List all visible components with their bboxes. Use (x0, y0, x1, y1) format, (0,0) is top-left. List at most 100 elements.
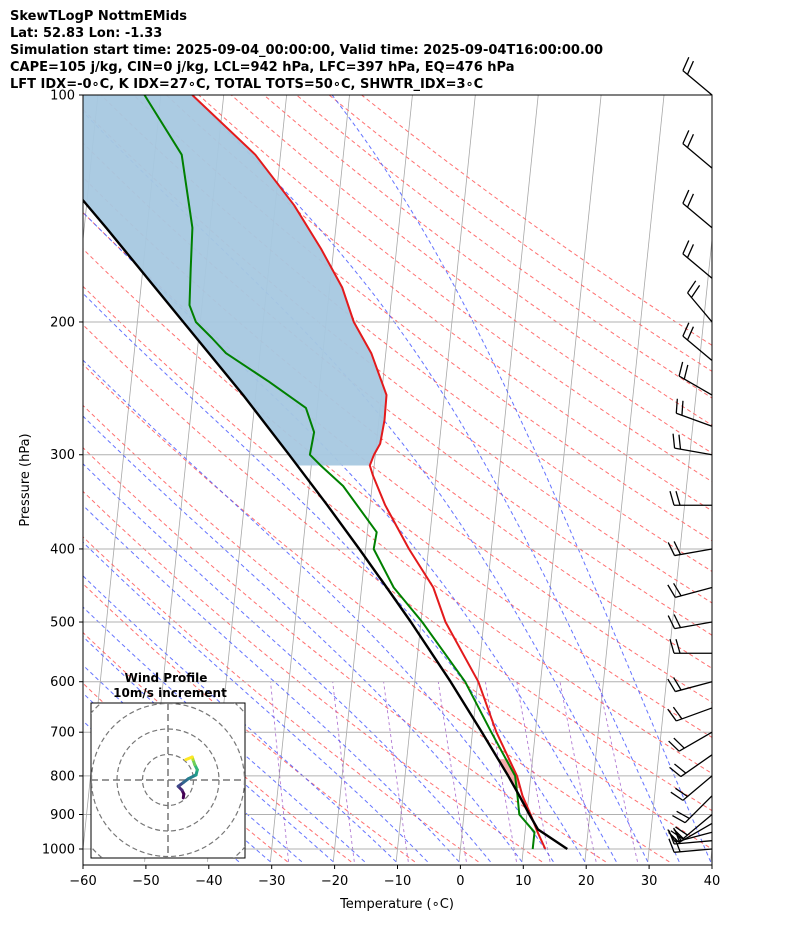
y-tick-label: 800 (50, 769, 75, 784)
wind-barb-flag (669, 639, 675, 654)
profiles (83, 95, 568, 850)
y-tick-label: 200 (50, 315, 75, 330)
y-axis-label: Pressure (hPa) (18, 433, 33, 526)
wind-barb-flag (690, 285, 701, 298)
wind-barb-flag (686, 133, 695, 148)
wind-barb-shaft (682, 253, 713, 279)
dry-adiabat-line (165, 95, 712, 512)
wind-barb-shaft (676, 412, 713, 427)
wind-barb (668, 837, 713, 853)
title-line-station: SkewTLogP NottmEMids (10, 9, 188, 24)
x-tick-label: −10 (384, 874, 411, 889)
wind-barb-flag (673, 677, 682, 691)
mixing-ratio-line (270, 681, 290, 862)
wind-barb-shaft (687, 292, 713, 323)
x-tick-label: −30 (258, 874, 285, 889)
dry-adiabat-line (83, 631, 352, 863)
x-axis-label: Temperature (∘C) (339, 897, 454, 912)
wind-barb-flag (667, 708, 677, 722)
moist-adiabat-line (83, 606, 366, 863)
x-tick-label: 20 (578, 874, 595, 889)
wind-barb (670, 775, 713, 801)
wind-barb-flag (682, 57, 690, 71)
moist-adiabat-line (83, 111, 649, 863)
background-lines (83, 95, 794, 863)
mixing-ratio-line (516, 681, 551, 862)
dry-adiabat-line (83, 404, 670, 863)
wind-barb-flag (667, 542, 676, 556)
isotherm-line (521, 95, 602, 862)
mixing-ratio-line (332, 681, 355, 862)
wind-barb (682, 189, 713, 229)
wind-barb (669, 491, 712, 506)
y-axis-ticks: 1000 900 800 700 600 500 400 300 200 100 (42, 89, 83, 858)
cape-area (83, 95, 387, 466)
isotherm-line (395, 95, 476, 862)
x-axis-ticks: −60 −50 −40 −30 −20 −10 0 10 20 30 40 (69, 865, 720, 889)
dry-adiabat-line (230, 95, 712, 454)
title-line-location: Lat: 52.83 Lon: -1.33 (10, 26, 163, 41)
wind-barb-flag (675, 826, 688, 836)
wind-barb-flag (683, 364, 689, 380)
hodograph-title: Wind Profile (125, 671, 208, 685)
wind-barb-flag (675, 639, 681, 654)
wind-barb-shaft (675, 681, 713, 693)
title-line-indices-lifted: LFT IDX=-0∘C, K IDX=27∘C, TOTAL TOTS=50∘… (10, 77, 484, 92)
wind-barb-shaft (675, 586, 713, 598)
wind-barb (667, 541, 713, 557)
wind-barb-flag (676, 810, 690, 819)
wind-barb (667, 677, 713, 693)
wind-barb-flag (678, 361, 684, 377)
wind-barb-flag (675, 787, 688, 798)
wind-barb-flag (681, 400, 684, 416)
wind-barb-flag (682, 322, 690, 337)
x-tick-label: −60 (69, 874, 96, 889)
dry-adiabat-line (83, 363, 712, 850)
wind-barb-flag (669, 491, 675, 506)
wind-barb (667, 706, 713, 722)
wind-barb-shaft (680, 754, 713, 778)
wind-barb-flag (673, 614, 682, 628)
x-tick-label: 40 (704, 874, 721, 889)
isotherm-line (647, 235, 712, 862)
y-tick-label: 600 (50, 675, 75, 690)
wind-barb-flag (672, 706, 683, 720)
x-tick-label: 30 (641, 874, 658, 889)
y-tick-label: 700 (50, 726, 75, 741)
wind-barb (667, 582, 713, 598)
y-tick-label: 1000 (42, 843, 75, 858)
title-line-times: Simulation start time: 2025-09-04_00:00:… (10, 43, 603, 58)
x-tick-label: −20 (321, 874, 348, 889)
wind-barb-flag (673, 828, 685, 840)
isotherm-line (710, 845, 712, 862)
wind-barb-flag (686, 193, 695, 208)
title-line-indices-cape: CAPE=105 j/kg, CIN=0 j/kg, LCL=942 hPa, … (10, 60, 515, 75)
y-tick-label: 500 (50, 616, 75, 631)
dry-adiabat-line (83, 536, 479, 863)
isotherm-line (584, 95, 665, 862)
hodograph-trace-segment (184, 755, 194, 762)
x-tick-label: −50 (132, 874, 159, 889)
moist-adiabat-line (83, 504, 460, 863)
wind-barb (670, 814, 713, 840)
isotherm-line (774, 95, 794, 862)
wind-barb-flag (686, 326, 695, 341)
y-tick-label: 300 (50, 448, 75, 463)
wind-barb-flag (686, 244, 695, 258)
moist-adiabat-line (331, 95, 712, 863)
dry-adiabat-line (83, 108, 712, 604)
wind-barb (672, 795, 713, 824)
wind-barb (682, 130, 713, 169)
parcel-line (83, 198, 568, 850)
wind-barb-flag (674, 837, 681, 853)
wind-barb-flag (674, 763, 687, 774)
wind-barb-shaft (674, 848, 713, 853)
wind-barb-flag (668, 838, 675, 853)
isotherm-line (332, 95, 413, 862)
wind-barb-shaft (678, 822, 713, 844)
moist-adiabat-line (83, 359, 554, 863)
dry-adiabat-line (263, 95, 712, 426)
y-tick-label: 400 (50, 542, 75, 557)
wind-barb (682, 322, 713, 362)
